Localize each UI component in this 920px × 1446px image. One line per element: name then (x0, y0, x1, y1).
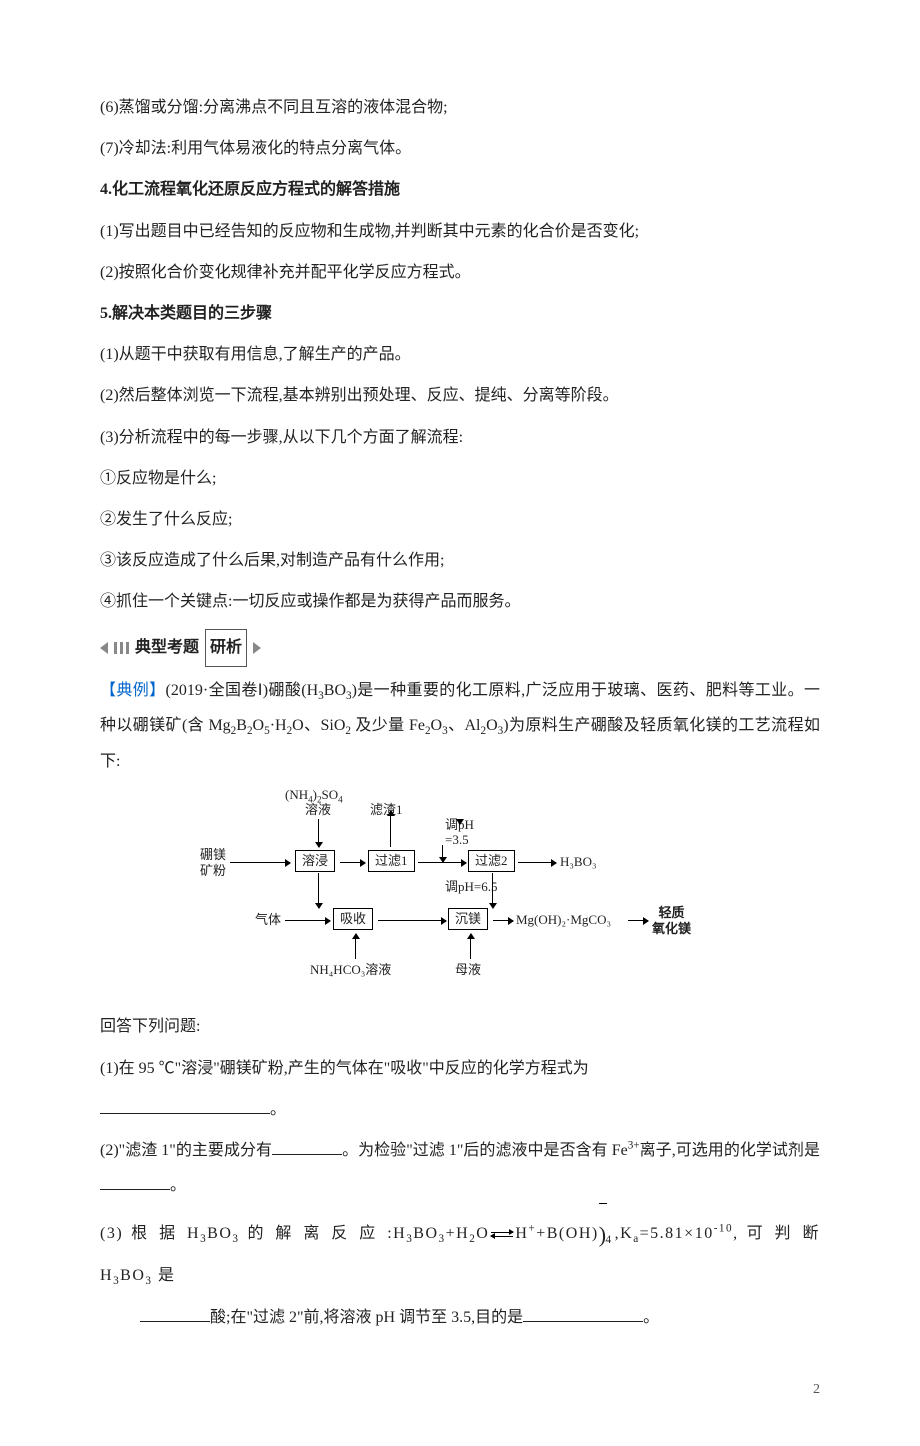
para-5-1: (1)从题干中获取有用信息,了解生产的产品。 (100, 337, 820, 372)
para-5-3: (3)分析流程中的每一步骤,从以下几个方面了解流程: (100, 420, 820, 455)
t: (3) 根 据 H (100, 1225, 200, 1242)
t: 。 (643, 1309, 659, 1326)
banner-text-1: 典型考题 (135, 630, 199, 665)
t: BO (120, 1267, 145, 1284)
flow-chenmei: 沉镁 (448, 908, 488, 930)
t: =5.81×10 (640, 1225, 714, 1242)
t: BO (413, 1225, 438, 1242)
t: ·H (270, 717, 287, 734)
arrow-right-icon (230, 862, 290, 863)
example-label: 【典例】 (100, 682, 166, 699)
arrow-down-icon (318, 819, 319, 847)
flow-rongjin: 溶浸 (295, 850, 335, 872)
blank-fill[interactable] (140, 1321, 210, 1322)
t: 、Al (448, 717, 481, 734)
blank-fill[interactable] (100, 1189, 170, 1190)
para-5-s2: ②发生了什么反应; (100, 502, 820, 537)
question-1b: 。 (100, 1092, 820, 1127)
stripes-icon (114, 642, 129, 654)
heading-5: 5.解决本类题目的三步骤 (100, 296, 820, 331)
t: O (476, 1225, 489, 1242)
flow-muye: 母液 (455, 962, 481, 978)
arrow-right-icon (378, 920, 446, 921)
flow-ph35b: =3.5 (445, 832, 469, 848)
flow-qiti: 气体 (255, 912, 281, 928)
flow-bmgkf: 硼镁矿粉 (200, 847, 226, 878)
question-3: (3) 根 据 H3BO3 的 解 离 反 应 :H3BO3+H2OH++B(O… (100, 1209, 820, 1293)
example-para: 【典例】(2019·全国卷Ⅰ)硼酸(H3BO3)是一种重要的化工原料,广泛应用于… (100, 673, 820, 780)
flow-xishou: 吸收 (333, 908, 373, 930)
para-6: (6)蒸馏或分馏:分离沸点不同且互溶的液体混合物; (100, 90, 820, 125)
t: 是 (152, 1267, 175, 1284)
flow-ph65: 调pH=6.5 (445, 879, 497, 895)
arrow-down-icon (442, 845, 443, 862)
t: 酸;在"过滤 2"前,将溶液 pH 调节至 3.5,目的是 (210, 1309, 523, 1326)
page-number: 2 (100, 1375, 820, 1406)
question-2: (2)"滤渣 1"的主要成分有。为检验"过滤 1"后的滤液中是否含有 Fe3+离… (100, 1133, 820, 1203)
t: O (431, 717, 443, 734)
para-5-s1: ①反应物是什么; (100, 461, 820, 496)
t: +H (446, 1225, 470, 1242)
question-prompt: 回答下列问题: (100, 1009, 820, 1044)
t: 及少量 Fe (351, 717, 425, 734)
arrow-right-icon (340, 862, 365, 863)
arrow-left-icon (100, 642, 108, 654)
para-4-2: (2)按照化合价变化规律补充并配平化学反应方程式。 (100, 255, 820, 290)
t: BO (207, 1225, 232, 1242)
arrow-right-icon (628, 920, 648, 921)
para-7: (7)冷却法:利用气体易液化的特点分离气体。 (100, 131, 820, 166)
para-5-s4: ④抓住一个关键点:一切反应或操作都是为获得产品而服务。 (100, 584, 820, 619)
t: (2)"滤渣 1"的主要成分有 (100, 1142, 272, 1159)
arrow-right-icon (285, 920, 330, 921)
flow-gl2: 过滤2 (468, 850, 515, 872)
t: ,K (615, 1225, 634, 1242)
para-5-s3: ③该反应造成了什么后果,对制造产品有什么作用; (100, 543, 820, 578)
t: (2019·全国卷Ⅰ)硼酸(H (166, 682, 319, 699)
question-1: (1)在 95 ℃"溶浸"硼镁矿粉,产生的气体在"吸收"中反应的化学方程式为 (100, 1051, 820, 1086)
arrow-up-icon (390, 811, 391, 847)
t: 。为检验"过滤 1"后的滤液中是否含有 Fe (342, 1142, 628, 1159)
t: O (253, 717, 265, 734)
section-banner: 典型考题 研析 (100, 629, 820, 666)
para-5-2: (2)然后整体浏览一下流程,基本辨别出预处理、反应、提纯、分离等阶段。 (100, 378, 820, 413)
flow-gl1: 过滤1 (368, 850, 415, 872)
blank-fill[interactable] (100, 1113, 270, 1114)
t: 离子,可选用的化学试剂是 (640, 1142, 820, 1159)
arrow-right-icon (253, 642, 261, 654)
t: B (236, 717, 247, 734)
t: 。 (270, 1101, 286, 1118)
flow-mgohco3: Mg(OH)₂·MgCO₃ (516, 912, 611, 928)
heading-4: 4.化工流程氧化还原反应方程式的解答措施 (100, 172, 820, 207)
t: +B(OH) (536, 1225, 598, 1242)
t: 的 解 离 反 应 :H (240, 1225, 407, 1242)
blank-fill[interactable] (272, 1154, 342, 1155)
t: O (486, 717, 498, 734)
flow-qzmgo: 轻质氧化镁 (652, 905, 691, 936)
process-flowchart: (NH4)2SO4 溶液 滤渣1 调pH =3.5 硼镁矿粉 溶浸 过滤1 过滤… (200, 787, 720, 997)
blank-fill[interactable] (523, 1321, 643, 1322)
para-4-1: (1)写出题目中已经告知的反应物和生成物,并判断其中元素的化合价是否变化; (100, 214, 820, 249)
question-3b: 酸;在"过滤 2"前,将溶液 pH 调节至 3.5,目的是 。 (100, 1300, 820, 1335)
flow-nh4hco3: NH₄HCO₃溶液 (310, 962, 391, 978)
arrow-up-icon (470, 934, 471, 959)
t: 。 (170, 1177, 186, 1194)
t: H (515, 1225, 528, 1242)
flow-solution: 溶液 (305, 802, 331, 818)
flow-h3bo3: H₃BO₃ (560, 854, 597, 870)
arrow-down-icon (492, 873, 493, 908)
arrow-up-icon (355, 934, 356, 959)
arrow-right-icon (493, 920, 513, 921)
arrow-down-icon (318, 873, 319, 908)
banner-text-2: 研析 (205, 629, 247, 666)
t: O、SiO (292, 717, 345, 734)
t: BO (324, 682, 346, 699)
arrow-right-icon (518, 862, 556, 863)
